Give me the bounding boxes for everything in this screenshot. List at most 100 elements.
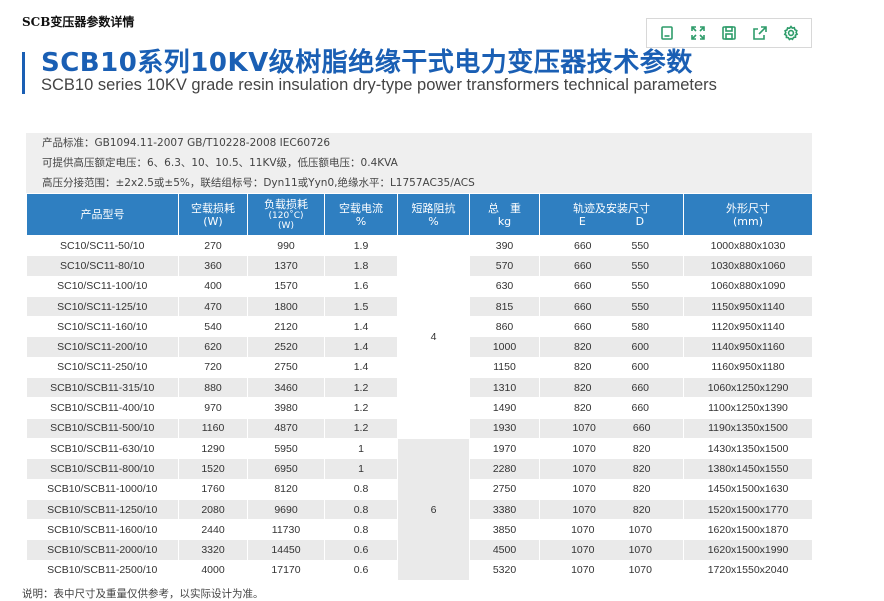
- table-row: SC10/SC11-200/10 620 2520 1.4 1000 820 600 1140…: [26, 336, 813, 358]
- cell-noload-current: 1.6: [324, 276, 398, 297]
- cell-model: SC10/SC11-160/10: [26, 316, 179, 338]
- cell-dimensions: 1060x880x1090: [683, 276, 813, 297]
- info-line-voltage: 可提供高压额定电压：6、6.3、10、10.5、11KV级，低压额电压：0.4K…: [42, 157, 398, 169]
- cell-track-e: 660: [573, 239, 592, 252]
- table-row: SCB10/SCB11-1600/10 2440 11730 0.8 3850 1070 1…: [26, 519, 813, 541]
- cell-load-loss: 9690: [247, 499, 325, 521]
- spec-table-body: SC10/SC11-50/10 270 990 1.9 4 390 660 550 1000x8…: [26, 235, 813, 582]
- cell-load-loss: 8120: [247, 479, 325, 500]
- cell-weight: 1150: [469, 357, 540, 379]
- cell-weight: 630: [469, 276, 540, 297]
- cell-track: 820 600: [539, 336, 684, 358]
- table-row: SCB10/SCB11-2500/10 4000 17170 0.6 5320 1070 1…: [26, 560, 813, 582]
- cell-weight: 860: [469, 316, 540, 338]
- expand-button[interactable]: [687, 22, 709, 44]
- header-model: 产品型号: [26, 193, 179, 236]
- cell-noload-loss: 2080: [178, 499, 248, 521]
- cell-model: SCB10/SCB11-800/10: [26, 458, 179, 480]
- cell-track-d: 1070: [628, 523, 652, 536]
- cell-noload-current: 1.5: [324, 296, 398, 318]
- cell-track-d: 600: [631, 361, 650, 374]
- cell-track-e: 1070: [572, 503, 596, 516]
- cell-track: 820 600: [539, 357, 684, 379]
- cell-model: SC10/SC11-50/10: [26, 235, 179, 257]
- share-button[interactable]: [749, 22, 771, 44]
- cell-noload-current: 0.8: [324, 499, 398, 521]
- cell-weight: 3850: [469, 519, 540, 541]
- page-label: SCB变压器参数详情: [22, 15, 135, 29]
- cell-load-loss: 4870: [247, 418, 325, 439]
- cell-track-e: 660: [573, 320, 592, 333]
- cell-noload-loss: 970: [178, 397, 248, 419]
- cell-track-e: 660: [573, 280, 592, 293]
- cell-noload-loss: 720: [178, 357, 248, 379]
- cell-weight: 5320: [469, 560, 540, 582]
- cell-weight: 1930: [469, 418, 540, 439]
- cell-dimensions: 1450x1500x1630: [683, 479, 813, 500]
- cell-weight: 1970: [469, 438, 540, 460]
- cell-noload-current: 1: [324, 438, 398, 460]
- cell-track-e: 1070: [571, 544, 595, 557]
- cell-weight: 815: [469, 296, 540, 318]
- cell-track-d: 660: [631, 402, 650, 415]
- cell-weight: 2750: [469, 479, 540, 500]
- cell-weight: 390: [469, 235, 540, 257]
- header-weight: 总 重 kg: [469, 193, 540, 236]
- cell-dimensions: 1160x950x1180: [683, 357, 813, 379]
- cell-track: 1070 820: [539, 499, 684, 521]
- cell-load-loss: 3460: [247, 377, 325, 399]
- cell-track: 660 550: [539, 296, 684, 318]
- cell-noload-current: 1.2: [324, 377, 398, 399]
- image-toolbar: [646, 18, 812, 48]
- share-icon: [753, 26, 767, 40]
- cell-noload-current: 0.6: [324, 560, 398, 582]
- table-row: SC10/SC11-160/10 540 2120 1.4 860 660 580 1120x…: [26, 316, 813, 338]
- cell-track-d: 1070: [628, 544, 652, 557]
- cell-dimensions: 1620x1500x1990: [683, 539, 813, 561]
- cell-dimensions: 1030x880x1060: [683, 255, 813, 277]
- cell-noload-current: 0.6: [324, 539, 398, 561]
- settings-icon: [784, 25, 799, 41]
- expand-icon: [690, 26, 705, 40]
- cell-noload-loss: 540: [178, 316, 248, 338]
- cell-model: SCB10/SCB11-630/10: [26, 438, 179, 460]
- cell-track: 1070 820: [539, 438, 684, 460]
- cell-track-e: 1070: [572, 422, 596, 435]
- cell-noload-current: 1.2: [324, 397, 398, 419]
- settings-button[interactable]: [780, 22, 802, 44]
- page-title: SCB10系列10KV级树脂绝缘干式电力变压器技术参数: [41, 48, 693, 78]
- cell-model: SC10/SC11-125/10: [26, 296, 179, 318]
- cell-model: SCB10/SCB11-500/10: [26, 418, 179, 439]
- cell-track: 1070 820: [539, 479, 684, 500]
- cell-noload-current: 1: [324, 458, 398, 480]
- cell-dimensions: 1120x950x1140: [683, 316, 813, 338]
- cell-noload-loss: 470: [178, 296, 248, 318]
- copy-icon: [660, 26, 673, 40]
- cell-track: 1070 660: [539, 418, 684, 439]
- cell-track: 820 660: [539, 377, 684, 399]
- cell-track: 820 660: [539, 397, 684, 419]
- cell-track-e: 820: [573, 341, 592, 354]
- cell-noload-current: 1.8: [324, 255, 398, 277]
- header-noload-loss: 空载损耗 (W): [178, 193, 248, 236]
- cell-weight: 1490: [469, 397, 540, 419]
- cell-track-d: 820: [632, 483, 651, 496]
- table-row: SCB10/SCB11-500/10 1160 4870 1.2 1930 1070 660…: [26, 418, 813, 439]
- cell-track-d: 820: [632, 442, 651, 455]
- table-row: SCB10/SCB11-315/10 880 3460 1.2 1310 820 660 10…: [26, 377, 813, 399]
- cell-track-d: 1070: [628, 564, 652, 577]
- cell-track: 660 580: [539, 316, 684, 338]
- cell-track-e: 820: [573, 361, 592, 374]
- cell-noload-loss: 880: [178, 377, 248, 399]
- cell-track-d: 550: [631, 300, 650, 313]
- save-button[interactable]: [718, 22, 740, 44]
- cell-track-e: 1070: [571, 523, 595, 536]
- cell-track-e: 1070: [572, 442, 596, 455]
- cell-model: SCB10/SCB11-1250/10: [26, 499, 179, 521]
- table-row: SCB10/SCB11-1000/10 1760 8120 0.8 2750 1070 82…: [26, 479, 813, 500]
- cell-track-d: 550: [631, 239, 650, 252]
- copy-button[interactable]: [656, 22, 678, 44]
- info-line-standard: 产品标准：GB1094.11-2007 GB/T10228-2008 IEC60…: [42, 137, 331, 149]
- title-accent-bar: [22, 52, 25, 94]
- cell-track-e: 1070: [571, 564, 595, 577]
